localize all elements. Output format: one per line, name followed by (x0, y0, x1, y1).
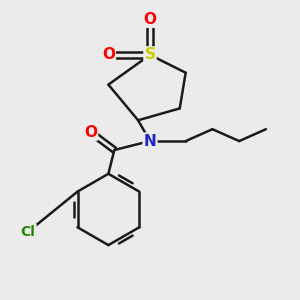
Text: O: O (143, 12, 157, 27)
Text: O: O (84, 125, 97, 140)
Text: O: O (102, 47, 115, 62)
Text: Cl: Cl (21, 225, 36, 239)
Text: S: S (145, 47, 155, 62)
Text: N: N (144, 134, 156, 148)
